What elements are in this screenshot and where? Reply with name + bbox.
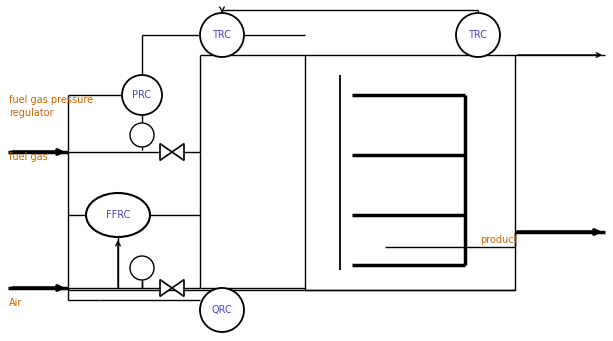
Text: TRC: TRC	[468, 30, 487, 40]
Text: TRC: TRC	[213, 30, 232, 40]
Polygon shape	[172, 280, 184, 296]
Ellipse shape	[86, 193, 150, 237]
Polygon shape	[160, 144, 172, 160]
Circle shape	[200, 288, 244, 332]
Polygon shape	[160, 280, 172, 296]
Text: FFRC: FFRC	[106, 210, 130, 220]
Circle shape	[200, 13, 244, 57]
Circle shape	[456, 13, 500, 57]
Text: fuel gas: fuel gas	[9, 152, 48, 162]
Circle shape	[130, 123, 154, 147]
Circle shape	[130, 256, 154, 280]
Bar	[305, 55, 515, 290]
Text: Air: Air	[9, 298, 23, 308]
Text: product: product	[480, 235, 517, 245]
Text: PRC: PRC	[132, 90, 151, 100]
Polygon shape	[172, 144, 184, 160]
Text: fuel gas pressure: fuel gas pressure	[9, 95, 93, 105]
Text: regulator: regulator	[9, 108, 53, 118]
Circle shape	[122, 75, 162, 115]
Text: QRC: QRC	[211, 305, 232, 315]
